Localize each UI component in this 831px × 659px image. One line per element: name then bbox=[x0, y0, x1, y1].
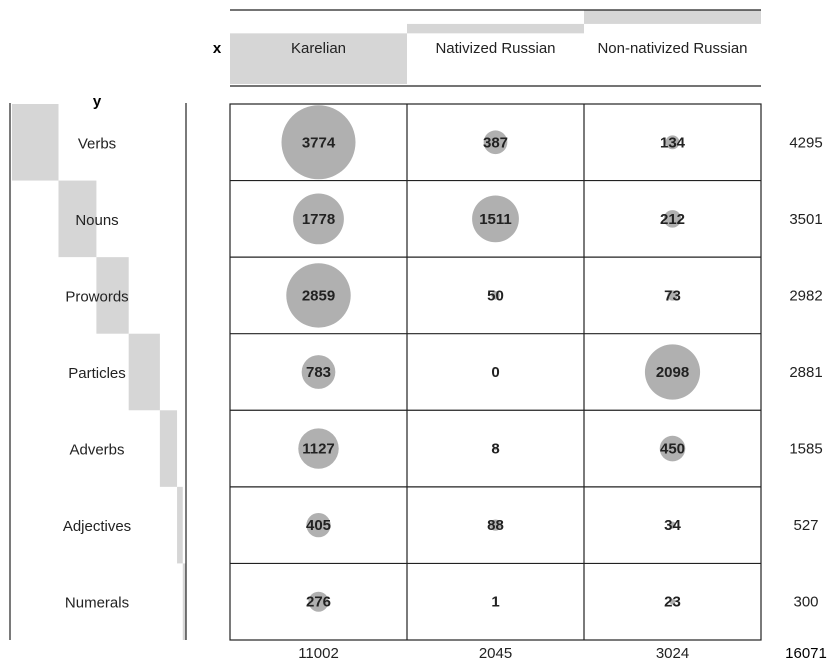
cell-value: 1 bbox=[491, 594, 499, 611]
column-total: 3024 bbox=[656, 645, 689, 659]
cell-value: 0 bbox=[491, 364, 499, 381]
row-margin-bar bbox=[128, 333, 160, 411]
cell-value: 73 bbox=[664, 287, 681, 304]
row-labels: Verbs Nouns Prowords Particles Adverbs Adject… bbox=[63, 135, 131, 611]
row-margin-bar bbox=[182, 563, 186, 640]
cell-value: 1511 bbox=[479, 211, 512, 228]
cell-value: 23 bbox=[664, 594, 681, 611]
x-axis-label: x bbox=[213, 40, 222, 57]
column-margin-bar bbox=[230, 33, 407, 84]
bubble bbox=[494, 601, 497, 603]
bubble bbox=[286, 263, 351, 328]
bubble bbox=[644, 344, 701, 400]
cell-value: 134 bbox=[660, 134, 686, 151]
column-total: 11002 bbox=[298, 645, 339, 659]
bubble bbox=[472, 195, 519, 243]
column-totals: 11002 2045 3024 bbox=[298, 645, 689, 659]
cell-value: 3774 bbox=[302, 134, 336, 151]
bubble bbox=[659, 435, 686, 462]
row-margin-bar bbox=[96, 257, 129, 334]
row-total: 2982 bbox=[789, 287, 822, 304]
row-label: Adverbs bbox=[69, 442, 124, 459]
bubble bbox=[668, 521, 677, 529]
column-total: 2045 bbox=[479, 645, 512, 659]
row-total: 2881 bbox=[789, 364, 822, 381]
bubble bbox=[483, 130, 508, 155]
row-label: Nouns bbox=[75, 212, 118, 229]
cell-value: 387 bbox=[483, 134, 508, 151]
cell-value: 276 bbox=[306, 594, 331, 611]
row-label: Verbs bbox=[78, 135, 116, 152]
bubble bbox=[491, 291, 500, 300]
row-margin-bar bbox=[12, 104, 59, 181]
cell-value: 88 bbox=[487, 517, 504, 534]
row-margin-bars bbox=[12, 104, 186, 640]
row-label: Numerals bbox=[65, 595, 129, 612]
bubble bbox=[489, 519, 502, 531]
row-margin-bar bbox=[177, 486, 183, 564]
column-margin-bar bbox=[584, 10, 761, 24]
cell-value: 450 bbox=[660, 441, 685, 458]
row-totals: 4295 3501 2982 2881 1585 527 300 bbox=[789, 134, 822, 610]
bubble bbox=[298, 428, 339, 469]
cell-value: 34 bbox=[664, 517, 681, 534]
bubbles bbox=[281, 105, 701, 612]
row-margin-bar bbox=[159, 410, 178, 487]
bubble bbox=[667, 290, 678, 301]
cell-value: 8 bbox=[491, 441, 499, 458]
bubble bbox=[281, 105, 356, 180]
bubble bbox=[293, 193, 344, 245]
row-total: 1585 bbox=[789, 441, 822, 458]
cell-value: 50 bbox=[487, 287, 504, 304]
bubble bbox=[493, 446, 498, 451]
bubble bbox=[308, 591, 329, 612]
column-label: Nativized Russian bbox=[435, 40, 555, 57]
row-total: 3501 bbox=[789, 211, 822, 228]
cell-value: 1778 bbox=[302, 211, 335, 228]
y-axis-label: y bbox=[93, 93, 102, 110]
column-margin-bars bbox=[230, 10, 761, 84]
bubble bbox=[669, 598, 676, 605]
row-total: 4295 bbox=[789, 134, 822, 151]
row-margin-bar bbox=[58, 180, 97, 258]
cell-value: 2098 bbox=[656, 364, 689, 381]
bubble bbox=[665, 135, 680, 150]
grid-lines bbox=[230, 104, 761, 640]
row-label: Adjectives bbox=[63, 518, 131, 535]
cell-value: 405 bbox=[306, 517, 331, 534]
row-label: Particles bbox=[68, 365, 126, 382]
bubble bbox=[306, 513, 331, 538]
column-label: Non-nativized Russian bbox=[597, 40, 747, 57]
grand-total: 16071 bbox=[785, 645, 827, 659]
row-total: 527 bbox=[793, 517, 818, 534]
column-label: Karelian bbox=[291, 40, 346, 57]
column-margin-bar bbox=[407, 23, 584, 34]
cell-value: 212 bbox=[660, 211, 685, 228]
grid-frame bbox=[229, 103, 762, 641]
column-labels: Karelian Nativized Russian Non-nativized R… bbox=[291, 40, 748, 57]
cell-value: 2859 bbox=[302, 287, 335, 304]
row-label: Prowords bbox=[65, 288, 128, 305]
cell-value: 783 bbox=[306, 364, 331, 381]
bubble bbox=[301, 355, 336, 389]
row-total: 300 bbox=[793, 594, 818, 611]
cell-value: 1127 bbox=[302, 441, 335, 458]
bubble bbox=[663, 210, 682, 228]
